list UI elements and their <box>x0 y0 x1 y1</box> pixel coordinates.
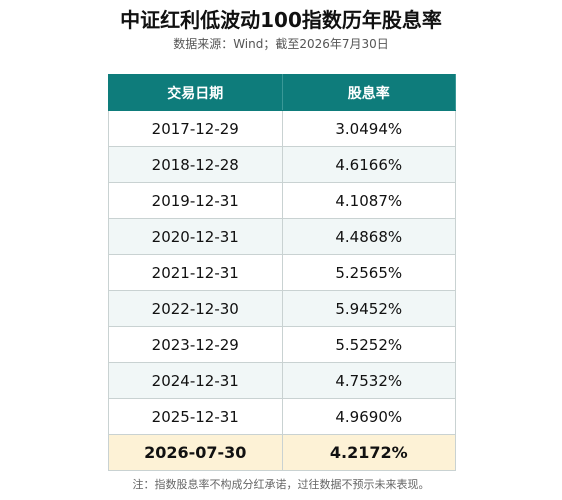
table-cell: 5.2565% <box>281 254 456 291</box>
table-row: 2025-12-31 4.9690% <box>108 398 456 435</box>
table-cell: 2020-12-31 <box>108 218 283 255</box>
table-cell: 2021-12-31 <box>108 254 283 291</box>
table-cell: 2025-12-31 <box>108 398 283 435</box>
table-row: 2021-12-31 5.2565% <box>108 254 456 291</box>
table-cell: 2019-12-31 <box>108 182 283 219</box>
table-cell: 4.9690% <box>281 398 456 435</box>
table-row: 2023-12-29 5.5252% <box>108 326 456 363</box>
table-row: 2017-12-29 3.0494% <box>108 110 456 147</box>
title: 中证红利低波动100指数历年股息率 <box>120 8 442 32</box>
table-cell: 2017-12-29 <box>108 110 283 147</box>
table-cell: 4.4868% <box>281 218 456 255</box>
table-cell: 2022-12-30 <box>108 290 283 327</box>
column-header: 交易日期 <box>108 74 283 111</box>
table-row: 2026-07-30 4.2172% <box>108 434 456 471</box>
table-row: 2020-12-31 4.4868% <box>108 218 456 255</box>
subtitle: 数据来源：Wind；截至2026年7月30日 <box>173 37 389 51</box>
table-header: 交易日期 股息率 <box>108 74 456 111</box>
table-cell: 2018-12-28 <box>108 146 283 183</box>
table-cell: 3.0494% <box>281 110 456 147</box>
table: 交易日期 股息率 2017-12-29 3.0494% 2018-12-28 4.616… <box>108 74 456 471</box>
table-cell: 4.2172% <box>281 434 456 471</box>
header-row: 交易日期 股息率 <box>108 74 456 111</box>
table-cell: 2024-12-31 <box>108 362 283 399</box>
table-cell: 5.9452% <box>281 290 456 327</box>
table-row: 2024-12-31 4.7532% <box>108 362 456 399</box>
table-cell: 4.1087% <box>281 182 456 219</box>
table-row: 2022-12-30 5.9452% <box>108 290 456 327</box>
table-cell: 2026-07-30 <box>108 434 283 471</box>
table-cell: 4.7532% <box>281 362 456 399</box>
footnote: 注：指数股息率不构成分红承诺，过往数据不预示未来表现。 <box>132 478 430 491</box>
table-body: 2017-12-29 3.0494% 2018-12-28 4.6166% 2019-1… <box>108 110 456 471</box>
table-cell: 2023-12-29 <box>108 326 283 363</box>
column-header: 股息率 <box>281 74 456 111</box>
table-row: 2019-12-31 4.1087% <box>108 182 456 219</box>
table-row: 2018-12-28 4.6166% <box>108 146 456 183</box>
table-cell: 5.5252% <box>281 326 456 363</box>
table-cell: 4.6166% <box>281 146 456 183</box>
